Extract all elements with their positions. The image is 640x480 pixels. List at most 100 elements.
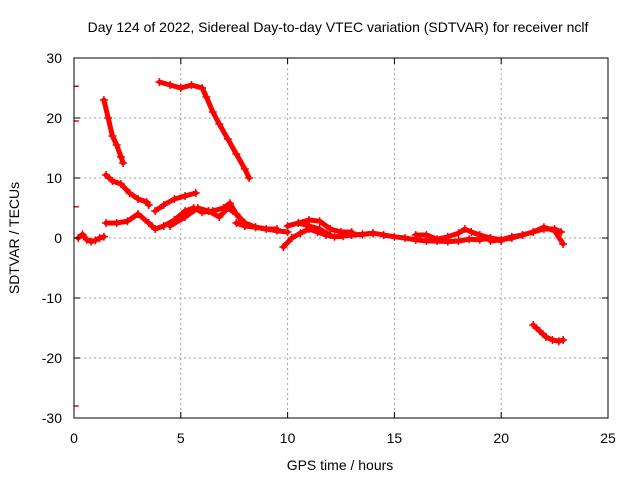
data-point [112, 141, 121, 149]
data-point [379, 231, 388, 239]
data-point [296, 229, 305, 238]
data-point [123, 217, 132, 226]
data-point [550, 226, 559, 235]
series-arc-6 [155, 78, 254, 182]
series-line [167, 205, 248, 229]
data-point [542, 333, 551, 341]
series-arc-2 [99, 96, 128, 167]
data-point [102, 171, 111, 179]
data-point [108, 177, 117, 185]
series-group [73, 78, 568, 407]
data-point [95, 234, 104, 242]
data-point [559, 240, 568, 248]
x-tick-label: 5 [177, 430, 185, 446]
data-point [134, 210, 143, 218]
data-point [151, 207, 160, 215]
series-arc-7 [166, 204, 249, 230]
data-point [181, 213, 190, 221]
data-point [102, 219, 111, 227]
series-arc-8 [232, 219, 281, 233]
data-point [559, 336, 568, 344]
data-point [245, 174, 254, 182]
data-point [223, 204, 232, 212]
data-point [401, 234, 410, 242]
data-point [315, 225, 324, 233]
data-point [554, 337, 563, 346]
data-point [294, 219, 303, 227]
data-point [548, 336, 557, 344]
y-tick-label: 0 [54, 230, 62, 246]
data-point [215, 120, 224, 128]
y-axis-label: SDTVAR / TECUs [6, 182, 22, 294]
data-point [144, 201, 153, 209]
data-point [166, 222, 175, 230]
data-point [87, 237, 96, 246]
data-point [475, 231, 484, 239]
data-point [78, 230, 87, 239]
data-point [144, 219, 153, 227]
data-point [208, 108, 217, 116]
series-arc-11 [294, 219, 335, 239]
data-point [82, 235, 91, 244]
y-tick-label: 20 [46, 110, 62, 126]
data-point [507, 234, 516, 242]
data-point [99, 96, 108, 104]
data-point [116, 153, 125, 161]
data-point [460, 225, 469, 233]
data-point [539, 223, 548, 232]
data-point [454, 237, 463, 245]
series-arc-3 [102, 171, 153, 209]
data-point [181, 192, 190, 200]
data-point [225, 199, 234, 208]
data-point [134, 195, 143, 203]
data-point [125, 189, 134, 197]
data-point [215, 213, 224, 221]
data-point [159, 201, 168, 209]
x-tick-label: 0 [70, 430, 78, 446]
series-arc-15 [529, 321, 568, 346]
data-point [191, 189, 200, 197]
data-point [99, 232, 108, 241]
chart-title: Day 124 of 2022, Sidereal Day-to-day VTE… [88, 19, 589, 35]
series-arc-14 [486, 223, 568, 248]
data-point [347, 231, 356, 239]
data-point [91, 236, 100, 245]
data-point [279, 243, 288, 251]
data-point [223, 135, 232, 143]
data-point [104, 114, 113, 122]
data-point [108, 132, 117, 140]
data-point [187, 81, 196, 89]
series-arc-1 [74, 230, 108, 246]
data-point [467, 228, 476, 236]
data-point [337, 228, 345, 236]
data-point [454, 229, 463, 238]
data-point [433, 235, 442, 244]
data-point [112, 219, 121, 227]
data-point [272, 225, 281, 233]
data-point [411, 231, 420, 239]
x-tick-label: 10 [280, 430, 296, 446]
data-point [176, 84, 185, 92]
axis-ticks: 0 5 10 15 20 25 -30 -20 -10 0 10 20 30 [42, 50, 616, 446]
data-point [315, 217, 324, 226]
x-axis-label: GPS time / hours [287, 457, 394, 473]
data-point [304, 222, 313, 230]
data-point [390, 232, 399, 241]
data-point [369, 229, 378, 238]
data-point [232, 150, 241, 158]
data-point [155, 78, 164, 86]
data-point [497, 235, 506, 244]
data-point [287, 234, 296, 242]
data-point [151, 225, 160, 233]
y-tick-label: 30 [46, 50, 62, 66]
data-point [119, 159, 128, 167]
data-point [204, 207, 213, 215]
data-point [518, 231, 527, 239]
data-point [486, 237, 495, 245]
data-point [251, 223, 260, 232]
series-arc-5 [151, 189, 200, 215]
data-point [198, 84, 207, 92]
data-point [443, 232, 452, 241]
data-point [232, 219, 241, 227]
